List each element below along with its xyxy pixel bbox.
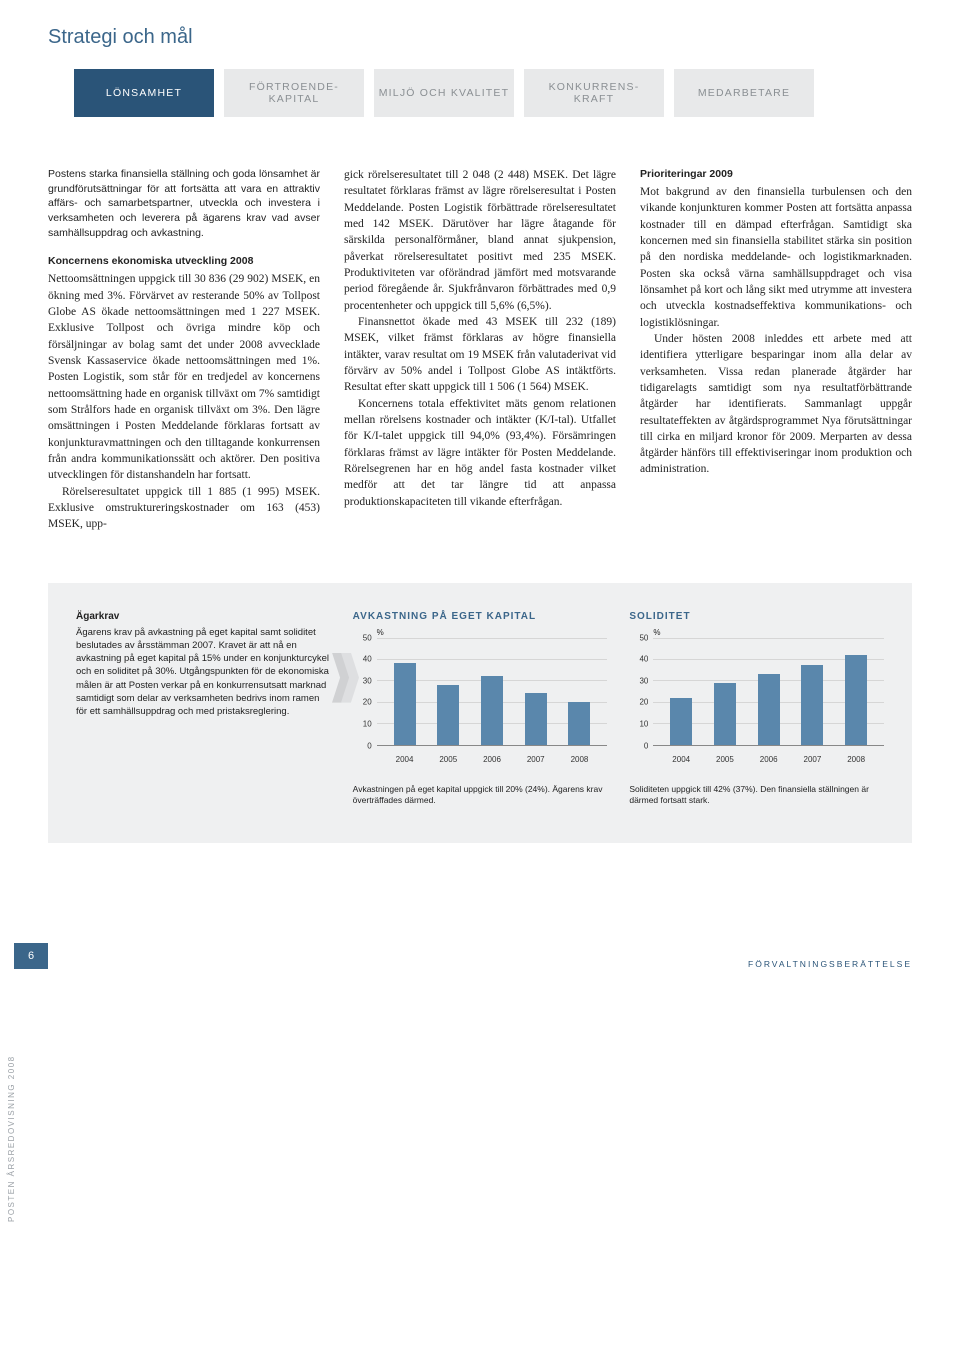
col3-subhead: Prioriteringar 2009 (640, 167, 912, 182)
agarkrav-title: Ägarkrav (76, 611, 331, 622)
col3-body1: Mot bakgrund av den finansiella turbulen… (640, 184, 912, 331)
col3-body2: Under hösten 2008 inleddes ett arbete me… (640, 331, 912, 478)
chart1-title: AVKASTNING PÅ EGET KAPITAL (353, 611, 608, 622)
chart1: %0102030405020042005200620072008 (353, 634, 608, 774)
chart2: %0102030405020042005200620072008 (629, 634, 884, 774)
strategy-tabs: LÖNSAMHETFÖRTROENDE-KAPITALMILJÖ OCH KVA… (74, 69, 912, 117)
tab-milj-och-kvalitet[interactable]: MILJÖ OCH KVALITET (374, 69, 514, 117)
chart2-title: SOLIDITET (629, 611, 884, 622)
body-columns: Postens starka finansiella ställning och… (48, 167, 912, 533)
col1-body1: Nettoomsättningen uppgick till 30 836 (2… (48, 271, 320, 483)
bottom-panel: Ägarkrav Ägarens krav på avkastning på e… (48, 583, 912, 843)
page-heading: Strategi och mål (48, 26, 912, 49)
side-edition-text: POSTEN ÅRSREDOVISNING 2008 (7, 1055, 16, 1222)
chart2-caption: Soliditeten uppgick till 42% (37%). Den … (629, 784, 884, 807)
agarkrav-text: Ägarens krav på avkastning på eget kapit… (76, 626, 331, 719)
col2-body2: Finansnettot ökade med 43 MSEK till 232 … (344, 314, 616, 396)
tab-l-nsamhet[interactable]: LÖNSAMHET (74, 69, 214, 117)
col2-body3: Koncernens totala effektivitet mäts geno… (344, 396, 616, 510)
page-footer: 6 FÖRVALTNINGSBERÄTTELSE (0, 863, 960, 991)
tab-konkurrens-kraft[interactable]: KONKURRENS-KRAFT (524, 69, 664, 117)
col1-body2: Rörelseresultatet uppgick till 1 885 (1 … (48, 484, 320, 533)
tab-medarbetare[interactable]: MEDARBETARE (674, 69, 814, 117)
footer-section-name: FÖRVALTNINGSBERÄTTELSE (748, 959, 912, 969)
tab-f-rtroende-kapital[interactable]: FÖRTROENDE-KAPITAL (224, 69, 364, 117)
col1-subhead: Koncernens ekonomiska utveckling 2008 (48, 254, 320, 269)
page-number: 6 (14, 943, 48, 969)
chart1-caption: Avkastningen på eget kapital uppgick til… (353, 784, 608, 807)
col2-body1: gick rörelseresultatet till 2 048 (2 448… (344, 167, 616, 314)
intro-text: Postens starka finansiella ställning och… (48, 167, 320, 240)
